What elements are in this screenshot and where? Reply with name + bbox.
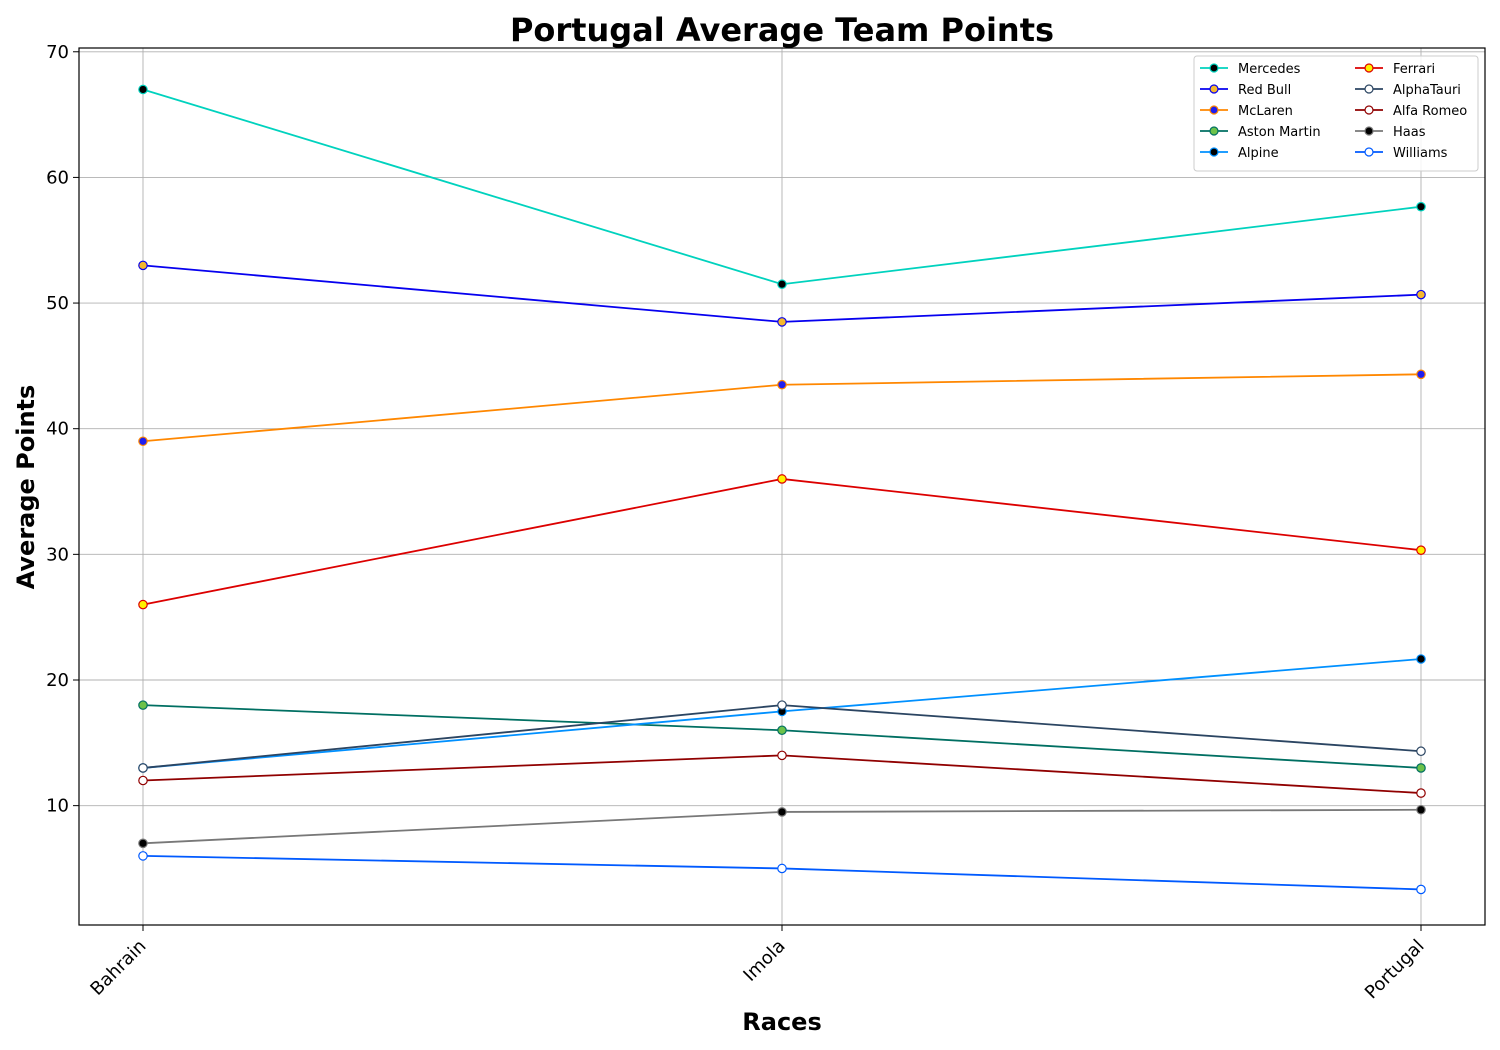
legend-label: Alpine — [1238, 146, 1279, 161]
y-axis-ticks: 10 20 30 40 50 60 70 — [46, 42, 79, 817]
y-tick-label: 40 — [46, 419, 69, 440]
x-tick-label: Imola — [739, 936, 789, 986]
legend-swatch-marker — [1209, 105, 1219, 115]
legend-swatch-marker — [1209, 126, 1219, 136]
x-tick-label: Bahrain — [86, 936, 150, 1000]
legend-label: AlphaTauri — [1393, 83, 1461, 98]
data-point — [777, 474, 787, 484]
data-point — [1416, 201, 1426, 212]
legend-swatch-marker — [1364, 63, 1374, 73]
y-tick-label: 20 — [46, 670, 69, 691]
legend-frame — [1193, 55, 1479, 172]
grid-layer — [79, 48, 1485, 925]
data-point — [1416, 654, 1426, 664]
legend-label: Mercedes — [1238, 62, 1301, 77]
data-point — [138, 700, 148, 710]
data-point — [777, 700, 787, 710]
legend-label: Williams — [1393, 146, 1448, 161]
legend-swatch-marker — [1209, 147, 1219, 157]
data-point — [138, 838, 148, 849]
data-point — [1416, 289, 1426, 300]
data-point — [138, 763, 148, 773]
data-point — [1416, 884, 1426, 895]
y-tick-label: 10 — [46, 796, 69, 817]
y-tick-label: 30 — [46, 544, 69, 565]
data-point — [138, 599, 148, 610]
data-point — [1416, 788, 1426, 798]
data-point — [777, 750, 787, 761]
legend-label: Ferrari — [1393, 62, 1435, 77]
data-point — [777, 863, 787, 874]
data-point — [1416, 545, 1426, 556]
legend-swatch-marker — [1364, 147, 1374, 157]
legend-label: Aston Martin — [1238, 125, 1321, 140]
data-point — [138, 84, 148, 95]
legend-swatch-marker — [1364, 105, 1374, 115]
data-point — [1416, 763, 1426, 773]
legend-swatch-marker — [1209, 84, 1219, 94]
series-layer — [138, 84, 1426, 895]
data-point — [777, 279, 787, 290]
legend-swatch-marker — [1364, 126, 1374, 136]
data-point — [777, 317, 787, 327]
chart-title: Portugal Average Team Points — [510, 11, 1054, 49]
legend-label: McLaren — [1238, 104, 1293, 119]
y-tick-label: 50 — [46, 293, 69, 314]
data-point — [138, 775, 148, 786]
legend-swatch-marker — [1364, 84, 1374, 94]
legend: Mercedes Red Bull McLaren Aston Martin Alpin… — [1193, 55, 1479, 172]
legend-label: Red Bull — [1238, 83, 1291, 98]
data-point — [777, 379, 787, 390]
data-point — [138, 260, 148, 271]
legend-label: Haas — [1393, 125, 1426, 140]
y-tick-label: 70 — [46, 42, 69, 63]
y-axis-label: Average Points — [12, 385, 40, 590]
x-tick-label: Portugal — [1361, 936, 1429, 1004]
data-point — [138, 436, 148, 447]
data-point — [138, 851, 148, 861]
data-point — [1416, 369, 1426, 380]
x-axis-label: Races — [742, 1008, 821, 1036]
x-axis-ticks: Bahrain Imola Portugal — [86, 925, 1429, 1004]
data-point — [1416, 746, 1426, 757]
data-point — [777, 807, 787, 817]
data-point — [1416, 804, 1426, 815]
data-point — [777, 725, 787, 736]
y-tick-label: 60 — [46, 167, 69, 188]
legend-label: Alfa Romeo — [1393, 104, 1467, 119]
legend-swatch-marker — [1209, 63, 1219, 73]
